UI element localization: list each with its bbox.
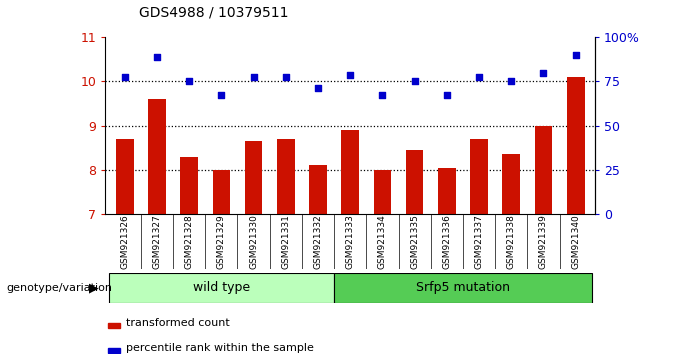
Text: wild type: wild type (193, 281, 250, 294)
Bar (341, 130, 359, 214)
Text: GSM921326: GSM921326 (120, 214, 129, 269)
Bar (180, 156, 198, 214)
Point (313, 85, 324, 91)
Bar (438, 168, 456, 214)
Text: GSM921329: GSM921329 (217, 214, 226, 269)
Text: GSM921334: GSM921334 (378, 214, 387, 269)
Point (152, 54, 163, 60)
Text: ▶: ▶ (89, 281, 99, 294)
Bar (309, 166, 327, 214)
Bar (108, 322, 120, 328)
Point (280, 74, 291, 80)
Point (216, 92, 227, 98)
Point (441, 92, 452, 98)
Bar (116, 139, 133, 214)
Text: GSM921337: GSM921337 (475, 214, 483, 269)
Text: GSM921339: GSM921339 (539, 214, 548, 269)
Bar (373, 170, 391, 214)
Bar (567, 77, 585, 214)
Bar (245, 141, 262, 214)
Bar (470, 139, 488, 214)
FancyBboxPatch shape (109, 273, 334, 303)
Text: GSM921340: GSM921340 (571, 214, 580, 269)
Bar (212, 170, 231, 214)
Point (538, 70, 549, 75)
Text: GSM921332: GSM921332 (313, 214, 322, 269)
Text: GSM921336: GSM921336 (442, 214, 452, 269)
FancyBboxPatch shape (334, 273, 592, 303)
Bar (148, 99, 166, 214)
Text: GSM921335: GSM921335 (410, 214, 419, 269)
Point (345, 72, 356, 78)
Bar (277, 139, 294, 214)
Point (506, 79, 517, 84)
Text: GSM921327: GSM921327 (152, 214, 161, 269)
Text: GDS4988 / 10379511: GDS4988 / 10379511 (139, 5, 289, 19)
Text: GSM921333: GSM921333 (345, 214, 355, 269)
Bar (534, 126, 552, 214)
Point (248, 74, 259, 80)
Text: GSM921328: GSM921328 (185, 214, 194, 269)
Point (377, 92, 388, 98)
Text: GSM921330: GSM921330 (249, 214, 258, 269)
Bar (108, 348, 120, 353)
Text: GSM921331: GSM921331 (282, 214, 290, 269)
Text: GSM921338: GSM921338 (507, 214, 515, 269)
Point (184, 79, 194, 84)
Text: Srfp5 mutation: Srfp5 mutation (416, 281, 510, 294)
Bar (406, 150, 424, 214)
Point (473, 74, 484, 80)
Point (409, 79, 420, 84)
Point (571, 52, 581, 58)
Text: transformed count: transformed count (126, 318, 229, 328)
Point (119, 74, 130, 80)
Text: genotype/variation: genotype/variation (7, 282, 113, 293)
Bar (503, 154, 520, 214)
Text: percentile rank within the sample: percentile rank within the sample (126, 343, 313, 353)
